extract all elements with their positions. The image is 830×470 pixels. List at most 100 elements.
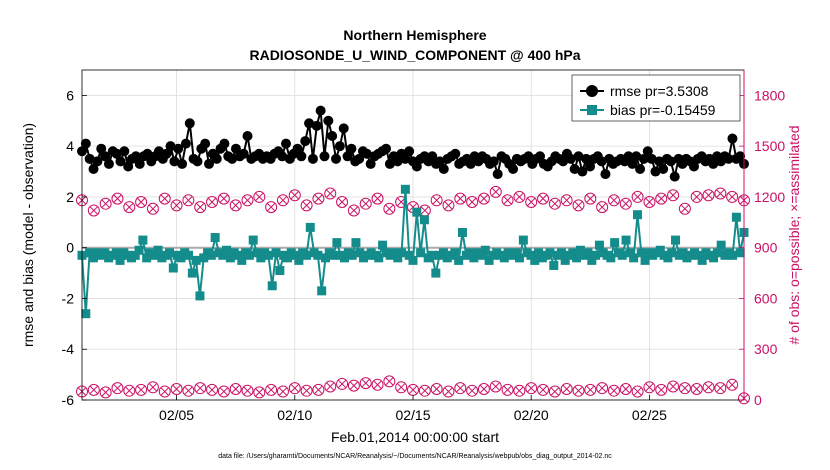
rmse-point xyxy=(735,151,746,162)
obs-possible-point xyxy=(312,192,325,205)
obs-assimilated-point xyxy=(491,382,500,391)
obs-possible-point xyxy=(643,381,656,394)
obs-assimilated-point xyxy=(125,386,134,395)
rmse-point xyxy=(650,166,661,177)
bias-point xyxy=(237,255,247,265)
obs-assimilated-point xyxy=(397,198,406,206)
bias-point xyxy=(575,245,585,255)
obs-possible-point xyxy=(667,189,680,202)
obs-possible-point xyxy=(442,385,455,398)
bias-point xyxy=(568,248,578,258)
obs-assimilated-point xyxy=(184,386,193,395)
obs-possible-point xyxy=(182,384,195,397)
rmse-point xyxy=(646,153,657,164)
obs-assimilated-point xyxy=(539,385,547,394)
obs-possible-point xyxy=(194,201,207,214)
bias-point xyxy=(393,253,403,263)
obs-possible-point xyxy=(182,194,195,207)
obs-possible-point xyxy=(714,382,727,395)
y-axis-left-label: rmse and bias (model - observation) xyxy=(20,123,36,347)
rmse-point xyxy=(292,143,303,154)
rmse-point xyxy=(450,148,461,159)
obs-assimilated-point xyxy=(716,384,725,393)
bias-point xyxy=(222,245,232,255)
obs-assimilated-point xyxy=(550,199,559,208)
rmse-point xyxy=(585,161,596,172)
obs-assimilated-point xyxy=(125,203,134,212)
obs-possible-point xyxy=(229,199,242,212)
obs-assimilated-point xyxy=(255,192,264,201)
rmse-point xyxy=(177,158,188,169)
obs-possible-point xyxy=(111,382,124,395)
rmse-point xyxy=(165,141,176,152)
chart-subtitle: RADIOSONDE_U_WIND_COMPONENT @ 400 hPa xyxy=(249,47,580,63)
obs-possible-point xyxy=(678,382,691,395)
rmse-point xyxy=(627,158,638,169)
obs-possible-point xyxy=(146,381,159,394)
bias-point xyxy=(655,245,665,255)
bias-point xyxy=(678,248,688,258)
obs-possible-point xyxy=(206,196,219,208)
bias-point xyxy=(526,250,536,260)
obs-assimilated-point xyxy=(231,385,240,393)
rmse-point xyxy=(161,148,172,159)
bias-point xyxy=(340,253,350,263)
obs-possible-point xyxy=(726,190,739,203)
rmse-point xyxy=(200,138,211,149)
bias-point xyxy=(256,253,266,263)
bias-point xyxy=(191,255,201,265)
rmse-point xyxy=(361,148,372,159)
bias-point xyxy=(480,245,490,255)
rmse-point xyxy=(307,153,318,164)
obs-possible-point xyxy=(135,196,148,208)
obs-assimilated-point xyxy=(420,206,429,215)
rmse-point xyxy=(277,151,288,162)
obs-assimilated-point xyxy=(598,384,607,393)
y-right-tick-label: 600 xyxy=(754,290,778,306)
bias-point xyxy=(111,248,121,258)
bias-point xyxy=(81,309,91,319)
obs-possible-point xyxy=(194,382,207,395)
obs-possible-point xyxy=(501,194,514,207)
rmse-point xyxy=(327,131,338,141)
rmse-point xyxy=(558,156,569,167)
rmse-point xyxy=(723,153,734,164)
obs-assimilated-point xyxy=(621,385,630,393)
bias-point xyxy=(134,245,144,255)
bias-point xyxy=(218,250,228,260)
series-lines xyxy=(77,105,749,319)
bias-point xyxy=(457,227,467,237)
obs-assimilated-point xyxy=(89,385,98,394)
obs-assimilated-point xyxy=(397,383,406,392)
y-left-tick-label: 4 xyxy=(66,138,74,154)
bias-point xyxy=(663,253,673,263)
bias-point xyxy=(263,250,273,260)
obs-possible-point xyxy=(300,199,313,212)
obs-possible-point xyxy=(560,194,573,207)
obs-assimilated-point xyxy=(704,191,713,200)
obs-assimilated-point xyxy=(503,385,512,394)
obs-assimilated-point xyxy=(160,387,169,396)
obs-assimilated-point xyxy=(137,198,146,206)
rmse-point xyxy=(411,161,422,172)
obs-assimilated-point xyxy=(420,386,429,395)
bias-point xyxy=(233,250,243,260)
rmse-point xyxy=(211,153,222,164)
rmse-point xyxy=(300,136,311,147)
rmse-point xyxy=(581,153,592,164)
obs-possible-point xyxy=(336,196,349,208)
bias-point xyxy=(697,255,707,265)
obs-possible-point xyxy=(371,378,384,391)
obs-assimilated-point xyxy=(385,377,394,386)
obs-assimilated-point xyxy=(444,201,453,210)
obs-possible-point xyxy=(418,384,431,397)
obs-possible-point xyxy=(111,192,124,205)
obs-assimilated-point xyxy=(680,384,689,393)
obs-assimilated-point xyxy=(610,196,618,205)
bias-point xyxy=(195,291,205,301)
obs-assimilated-point xyxy=(527,198,536,206)
obs-possible-point xyxy=(655,192,668,205)
obs-possible-point xyxy=(513,384,526,397)
bias-point xyxy=(267,281,277,291)
obs-possible-point xyxy=(146,202,159,215)
